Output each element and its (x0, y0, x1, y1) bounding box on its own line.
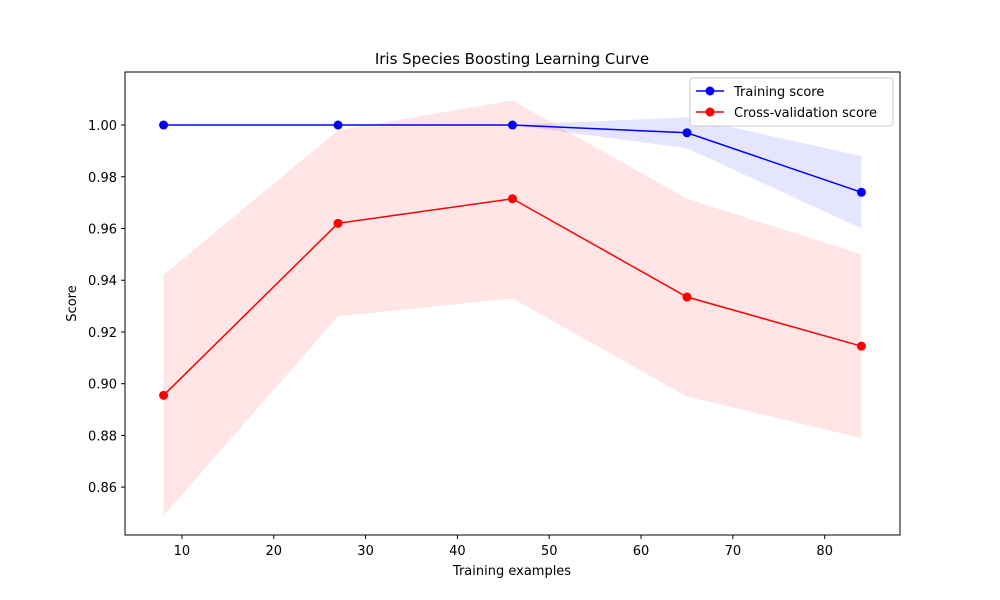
y-tick-label: 0.92 (88, 326, 117, 341)
y-tick-label: 0.90 (88, 378, 117, 393)
y-tick-label: 0.98 (88, 171, 117, 186)
training-score-point (159, 120, 169, 130)
x-tick-label: 70 (725, 544, 742, 559)
y-tick-label: 0.96 (88, 222, 117, 237)
chart-title: Iris Species Boosting Learning Curve (375, 50, 649, 68)
training-score-legend-label: Training score (733, 85, 824, 100)
x-tick-label: 30 (357, 544, 374, 559)
std-bands (163, 100, 862, 516)
cross-validation-score-point (682, 292, 692, 302)
y-axis-ticks: 0.86 0.88 0.90 0.92 0.94 0.96 0.98 1.00 (88, 119, 125, 496)
plot-frame (124, 71, 901, 536)
x-tick-label: 40 (449, 544, 466, 559)
training-score-legend-marker (705, 86, 715, 96)
series-points (159, 120, 866, 400)
y-axis-label: Score (65, 285, 80, 321)
x-tick-label: 10 (174, 544, 191, 559)
training-score-point (508, 120, 517, 130)
training-score-point (333, 120, 343, 130)
y-tick-label: 0.86 (88, 481, 117, 496)
training-score-point (682, 128, 692, 138)
y-tick-label: 1.00 (88, 119, 117, 134)
y-tick-label: 0.88 (88, 429, 117, 444)
x-tick-label: 60 (633, 544, 650, 559)
cross-validation-score-point (508, 194, 517, 204)
cross-validation-score-point (333, 218, 343, 228)
x-tick-label: 20 (265, 544, 282, 559)
x-axis-ticks: 10 20 30 40 50 60 70 80 (174, 535, 833, 559)
training-score-std-band (163, 117, 862, 229)
cross-validation-score-legend-label: Cross-validation score (734, 106, 877, 121)
cross-validation-score-legend-marker (705, 107, 715, 117)
legend: Training score Cross-validation score (689, 77, 894, 127)
cross-validation-score-point (159, 390, 169, 400)
legend-box (689, 77, 894, 127)
cross-validation-score-std-band (163, 100, 862, 516)
x-axis-label: Training examples (452, 564, 571, 579)
x-tick-label: 50 (541, 544, 558, 559)
cross-validation-score-point (856, 341, 866, 351)
y-tick-label: 0.94 (88, 274, 117, 289)
training-score-point (856, 187, 866, 197)
x-tick-label: 80 (816, 544, 833, 559)
